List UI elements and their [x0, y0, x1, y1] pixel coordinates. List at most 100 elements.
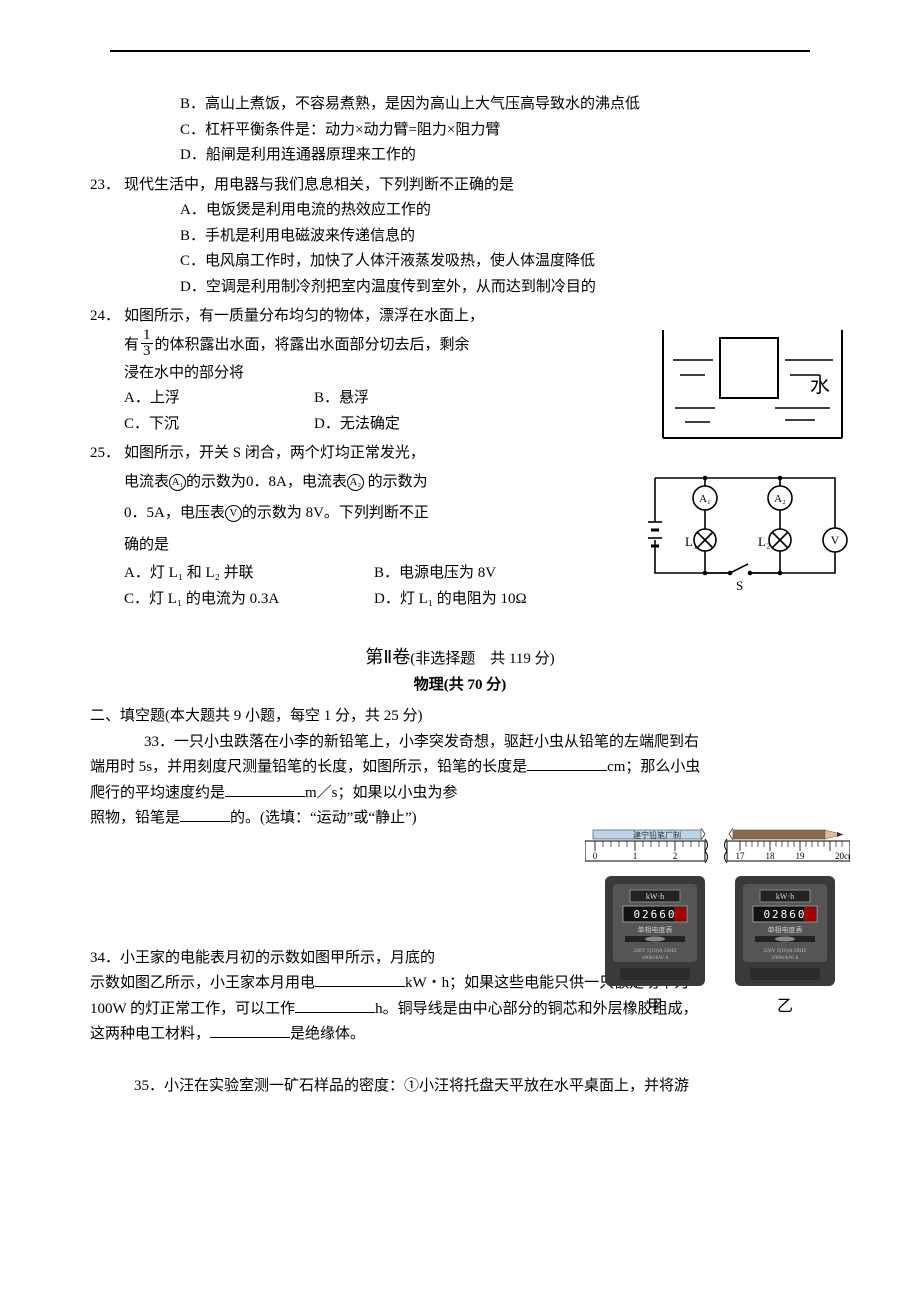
water-label: 水	[810, 374, 830, 397]
q25-option-A: A．灯 L₁ 和 L₂ 并联	[124, 561, 374, 587]
q33-line2: 端用时 5s，并用刻度尺测量铅笔的长度，如图所示，铅笔的长度是 cm；那么小虫	[90, 755, 830, 781]
q23-number: 23．	[90, 173, 124, 199]
section2-title-a: 第Ⅱ卷	[365, 647, 410, 667]
top-rule	[110, 50, 810, 52]
svg-text:1000r/kW·h: 1000r/kW·h	[772, 955, 799, 961]
svg-text:单相电度表: 单相电度表	[638, 925, 673, 934]
q24-stem2b: 的体积露出水面，将露出水面部分切去后，剩余	[155, 336, 470, 352]
blank-speed	[225, 781, 305, 797]
q25-stem-line2: 电流表A₁的示数为0．8A，电流表A₂ 的示数为	[124, 467, 504, 499]
q23-stem: 现代生活中，用电器与我们息息相关，下列判断不正确的是	[124, 173, 830, 199]
fraction-one-third: 13	[141, 328, 153, 359]
q23-option-B: B．手机是利用电磁波来传递信息的	[180, 224, 830, 250]
q33-l3b: m／s；如果以小虫为参	[305, 785, 458, 801]
q35-text: 35．小汪在实验室测一矿石样品的密度：①小汪将托盘天平放在水平桌面上，并将游	[134, 1078, 689, 1094]
q24-option-A: A．上浮	[124, 386, 314, 412]
blank-hours	[295, 997, 375, 1013]
q34-l2a: 示数如图乙所示，小王家本月用电	[90, 975, 315, 991]
blank-length	[527, 755, 607, 771]
svg-text:18: 18	[766, 851, 776, 861]
q25-s2c: 的示数为	[364, 474, 428, 490]
svg-text:V: V	[831, 533, 840, 547]
prev-question-options: B．高山上煮饭，不容易煮熟，是因为高山上大气压高导致水的沸点低 C．杠杆平衡条件…	[180, 92, 830, 169]
option-B: B．高山上煮饭，不容易煮熟，是因为高山上大气压高导致水的沸点低	[180, 92, 830, 118]
svg-text:kW·h: kW·h	[646, 892, 664, 901]
q34-l4b: 是绝缘体。	[290, 1026, 365, 1042]
q24-option-D: D．无法确定	[314, 412, 504, 438]
q24-stem-line3: 浸在水中的部分将	[124, 361, 504, 387]
svg-text:kW·h: kW·h	[776, 892, 794, 901]
fill-blank-header: 二、填空题(本大题共 9 小题，每空 1 分，共 25 分)	[90, 704, 830, 730]
q25-option-D: D．灯 L₁ 的电阻为 10Ω	[374, 587, 527, 613]
blank-insulator	[210, 1022, 290, 1038]
voltmeter-V-icon: V	[225, 505, 242, 522]
svg-text:L₁: L₁	[685, 534, 697, 549]
question-33: 33．一只小虫跌落在小李的新铅笔上，小李突发奇想，驱赶小虫从铅笔的左端爬到右 端…	[90, 730, 830, 832]
option-C: C．杠杆平衡条件是：动力×动力臂=阻力×阻力臂	[180, 118, 830, 144]
q33-l4a: 照物，铅笔是	[90, 810, 180, 826]
meter-jia: kW·h 02660 单相电度表 220V 5(10)A 50HZ 1000r/…	[605, 876, 705, 1015]
q24-stem-line2: 有13的体积露出水面，将露出水面部分切去后，剩余	[124, 330, 504, 361]
section2-title-b: (非选择题 共 119 分)	[410, 651, 554, 667]
svg-text:乙: 乙	[777, 998, 793, 1015]
blank-motion	[180, 806, 230, 822]
q25-number: 25．	[90, 441, 124, 467]
q24-option-C: C．下沉	[124, 412, 314, 438]
svg-text:1000r/kW·h: 1000r/kW·h	[642, 955, 669, 961]
svg-text:220V 5(10)A 50HZ: 220V 5(10)A 50HZ	[633, 947, 677, 954]
q25-option-B: B．电源电压为 8V	[374, 561, 496, 587]
q24-option-B: B．悬浮	[314, 386, 504, 412]
q33-l4b: 的。(选填：“运动”或“静止”)	[230, 810, 417, 826]
figure-circuit: A₁ A₂ L₁ L₂	[640, 458, 850, 598]
q25-s3a: 0．5A，电压表	[124, 505, 225, 521]
q25-s3b: 的示数为 8V。下列判断不正	[242, 505, 429, 521]
q34-number: 34．	[90, 950, 120, 966]
figure-floating-block: 水	[655, 320, 850, 450]
q33-line3: 爬行的平均速度约是 m／s；如果以小虫为参	[90, 781, 550, 807]
q23-option-A: A．电饭煲是利用电流的热效应工作的	[180, 198, 830, 224]
svg-text:A₁: A₁	[699, 493, 711, 505]
option-D: D．船闸是利用连通器原理来工作的	[180, 143, 830, 169]
page: B．高山上煮饭，不容易煮熟，是因为高山上大气压高导致水的沸点低 C．杠杆平衡条件…	[0, 0, 920, 1302]
q33-l2b: cm；那么小虫	[607, 759, 700, 775]
q25-stem-line3: 0．5A，电压表V的示数为 8V。下列判断不正	[124, 498, 504, 530]
svg-text:建宁铅笔厂制: 建宁铅笔厂制	[633, 830, 681, 840]
q34-l4a: 这两种电工材料，	[90, 1026, 210, 1042]
q33-l3a: 爬行的平均速度约是	[90, 785, 225, 801]
blank-kwh	[315, 971, 405, 987]
ammeter-A1-icon: A₁	[169, 474, 186, 491]
q25-option-C: C．灯 L₁ 的电流为 0.3A	[124, 587, 374, 613]
q24-stem2a: 有	[124, 336, 139, 352]
svg-text:甲: 甲	[647, 998, 663, 1015]
svg-text:单相电度表: 单相电度表	[768, 925, 803, 934]
svg-text:220V 5(10)A 50HZ: 220V 5(10)A 50HZ	[763, 947, 807, 954]
section-2-subtitle: 物理(共 70 分)	[90, 673, 830, 699]
svg-text:02860: 02860	[763, 908, 806, 921]
q25-s2b: 的示数为0．8A，电流表	[186, 474, 347, 490]
svg-text:2: 2	[673, 851, 678, 861]
q23-option-D: D．空调是利用制冷剂把室内温度传到室外，从而达到制冷目的	[180, 275, 830, 301]
frac-num: 1	[141, 328, 153, 344]
q25-s2a: 电流表	[124, 474, 169, 490]
q34-l1: 小王家的电能表月初的示数如图甲所示，月底的	[120, 950, 435, 966]
figure-ruler-and-meters: 建宁铅笔厂制 0 1 2	[585, 828, 850, 1028]
svg-text:L₂: L₂	[758, 534, 770, 549]
q33-l2a: 端用时 5s，并用刻度尺测量铅笔的长度，如图所示，铅笔的长度是	[90, 759, 527, 775]
q33-line1: 33．一只小虫跌落在小李的新铅笔上，小李突发奇想，驱赶小虫从铅笔的左端爬到右	[144, 730, 830, 756]
svg-text:02660: 02660	[633, 908, 676, 921]
q24-number: 24．	[90, 304, 124, 330]
svg-text:0: 0	[593, 851, 598, 861]
svg-text:20cm: 20cm	[835, 851, 850, 861]
ammeter-A2-icon: A₂	[347, 474, 364, 491]
svg-text:17: 17	[736, 851, 746, 861]
q25-stem-line4: 确的是	[124, 530, 504, 562]
question-23: 23． 现代生活中，用电器与我们息息相关，下列判断不正确的是 A．电饭煲是利用电…	[90, 173, 830, 301]
svg-text:19: 19	[796, 851, 806, 861]
svg-text:1: 1	[633, 851, 638, 861]
frac-den: 3	[141, 344, 153, 359]
section-2-title: 第Ⅱ卷(非选择题 共 119 分)	[90, 642, 830, 673]
question-35: 35．小汪在实验室测一矿石样品的密度：①小汪将托盘天平放在水平桌面上，并将游	[134, 1074, 830, 1100]
svg-text:S: S	[736, 578, 743, 593]
q33-line4: 照物，铅笔是 的。(选填：“运动”或“静止”)	[90, 806, 550, 832]
meter-yi: kW·h 02860 单相电度表 220V 5(10)A 50HZ 1000r/…	[735, 876, 835, 1015]
